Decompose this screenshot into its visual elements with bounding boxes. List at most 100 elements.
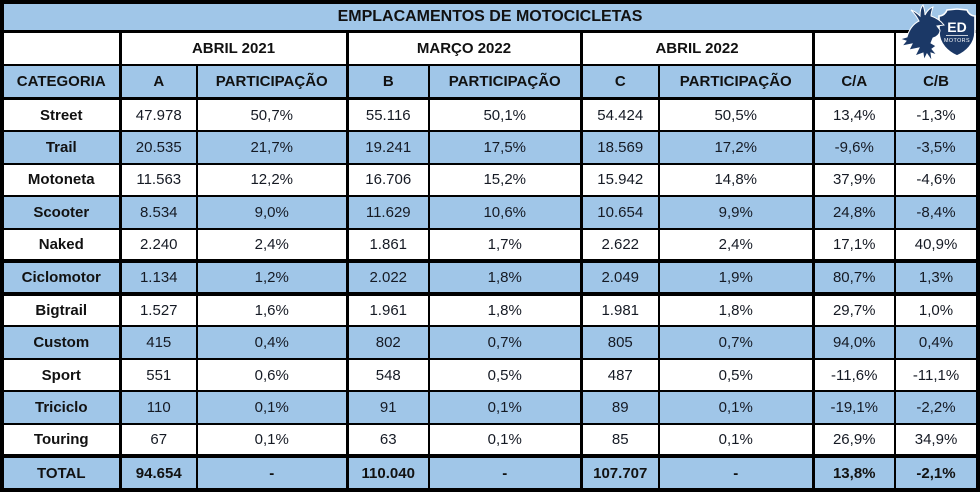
variation-ca-cell: -19,1% [811,390,896,425]
value-b-cell: 63 [345,422,430,458]
value-c-cell: 85 [579,422,660,458]
variation-cb-cell: -11,1% [893,357,980,393]
col-header-participacao-b: PARTICIPAÇÃO [428,63,582,100]
table-row: Naked 2.240 2,4% 1.861 1,7% 2.622 2,4% 1… [1,227,980,263]
category-cell: Trail [1,130,121,165]
value-a-cell: 415 [118,325,198,360]
variation-ca-cell: -11,6% [811,357,896,393]
empty-header-ca-cell [811,30,896,66]
participacao-b-cell: 0,5% [428,357,582,393]
participacao-c-cell: 0,7% [658,325,814,360]
participacao-c-cell: 14,8% [658,162,814,198]
table-row: Scooter 8.534 9,0% 11.629 10,6% 10.654 9… [1,195,980,230]
value-a-cell: 20.535 [118,130,198,165]
participacao-b-cell: 0,1% [428,390,582,425]
value-a-cell: 11.563 [118,162,198,198]
variation-ca-cell: -9,6% [811,130,896,165]
participacao-c-cell: 0,1% [658,390,814,425]
value-b-cell: 55.116 [345,97,430,133]
category-cell: Motoneta [1,162,121,198]
page-title: EMPLACAMENTOS DE MOTOCICLETAS [0,0,980,33]
category-cell: Custom [1,325,121,360]
participacao-b-cell: 1,8% [428,259,582,296]
title-row: EMPLACAMENTOS DE MOTOCICLETAS [0,0,980,33]
variation-cb-cell: 1,0% [893,292,980,328]
value-c-cell: 1.981 [579,292,660,328]
variation-ca-cell: 24,8% [811,195,896,230]
value-c-cell: 487 [579,357,660,393]
value-c-cell: 15.942 [579,162,660,198]
value-b-cell: 1.861 [345,227,430,263]
total-a-cell: 94.654 [118,454,198,491]
month-group-row: ABRIL 2021 MARÇO 2022 ABRIL 2022 [1,30,980,66]
variation-ca-cell: 29,7% [811,292,896,328]
participacao-a-cell: 9,0% [196,195,348,230]
category-cell: Bigtrail [1,292,121,328]
category-cell: Ciclomotor [1,259,121,296]
participacao-c-cell: 17,2% [658,130,814,165]
table-row: Triciclo 110 0,1% 91 0,1% 89 0,1% -19,1%… [1,390,980,425]
variation-cb-cell: 40,9% [893,227,980,263]
category-cell: Triciclo [1,390,121,425]
variation-ca-cell: 13,4% [811,97,896,133]
participacao-a-cell: 1,2% [196,259,348,296]
participacao-a-cell: 50,7% [196,97,348,133]
value-c-cell: 2.049 [579,259,660,296]
group-abril-2022: ABRIL 2022 [579,30,814,66]
variation-ca-cell: 26,9% [811,422,896,458]
value-b-cell: 1.961 [345,292,430,328]
variation-cb-cell: -1,3% [893,97,980,133]
variation-cb-cell: -3,5% [893,130,980,165]
participacao-c-cell: 50,5% [658,97,814,133]
participacao-b-cell: 1,8% [428,292,582,328]
total-row: TOTAL 94.654 - 110.040 - 107.707 - 13,8%… [1,454,980,491]
value-a-cell: 2.240 [118,227,198,263]
value-c-cell: 89 [579,390,660,425]
total-participacao-b-cell: - [428,454,582,491]
value-a-cell: 110 [118,390,198,425]
value-b-cell: 802 [345,325,430,360]
value-a-cell: 551 [118,357,198,393]
participacao-a-cell: 2,4% [196,227,348,263]
value-b-cell: 16.706 [345,162,430,198]
value-a-cell: 67 [118,422,198,458]
col-header-c: C [579,63,660,100]
total-ca-cell: 13,8% [811,454,896,491]
corner-empty-cell [1,30,121,66]
variation-cb-cell: -8,4% [893,195,980,230]
value-c-cell: 18.569 [579,130,660,165]
variation-ca-cell: 37,9% [811,162,896,198]
value-b-cell: 19.241 [345,130,430,165]
category-cell: Scooter [1,195,121,230]
group-abril-2021: ABRIL 2021 [118,30,348,66]
variation-ca-cell: 94,0% [811,325,896,360]
table-row: Ciclomotor 1.134 1,2% 2.022 1,8% 2.049 1… [1,259,980,296]
value-c-cell: 10.654 [579,195,660,230]
participacao-b-cell: 50,1% [428,97,582,133]
table-row: Sport 551 0,6% 548 0,5% 487 0,5% -11,6% … [1,357,980,393]
col-header-b: B [345,63,430,100]
value-a-cell: 47.978 [118,97,198,133]
col-header-a: A [118,63,198,100]
variation-ca-cell: 17,1% [811,227,896,263]
variation-ca-cell: 80,7% [811,259,896,296]
variation-cb-cell: 34,9% [893,422,980,458]
value-c-cell: 2.622 [579,227,660,263]
participacao-a-cell: 1,6% [196,292,348,328]
total-label-cell: TOTAL [1,454,121,491]
variation-cb-cell: -2,2% [893,390,980,425]
column-header-row: CATEGORIA A PARTICIPAÇÃO B PARTICIPAÇÃO … [1,63,980,100]
value-a-cell: 1.527 [118,292,198,328]
participacao-b-cell: 1,7% [428,227,582,263]
participacao-b-cell: 17,5% [428,130,582,165]
value-b-cell: 2.022 [345,259,430,296]
logo-header-cell [893,30,980,66]
variation-cb-cell: 0,4% [893,325,980,360]
participacao-c-cell: 2,4% [658,227,814,263]
table-row: Trail 20.535 21,7% 19.241 17,5% 18.569 1… [1,130,980,165]
participacao-b-cell: 15,2% [428,162,582,198]
participacao-a-cell: 0,4% [196,325,348,360]
table-row: Touring 67 0,1% 63 0,1% 85 0,1% 26,9% 34… [1,422,980,458]
